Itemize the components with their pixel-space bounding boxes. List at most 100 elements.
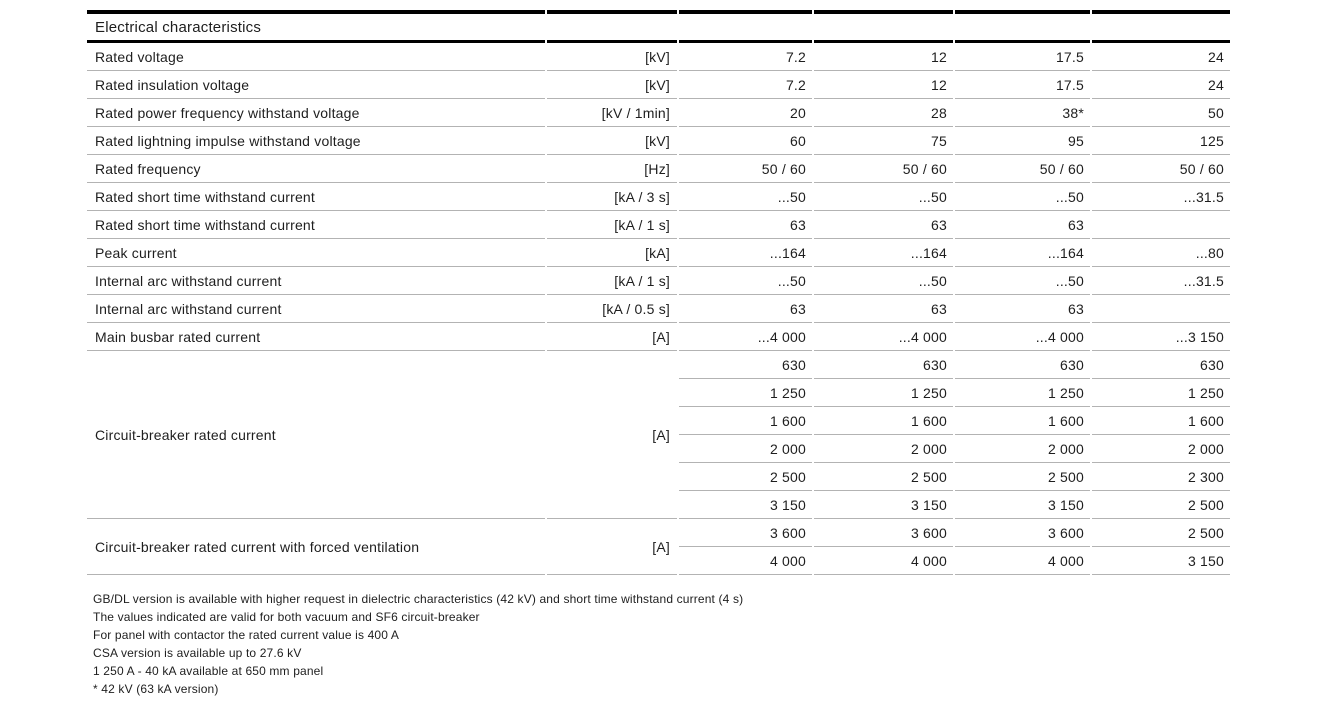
row-label: Internal arc withstand current xyxy=(87,267,545,295)
row-value: 3 150 xyxy=(814,491,953,519)
row-value: 4 000 xyxy=(814,547,953,575)
row-value: 2 500 xyxy=(1092,491,1230,519)
row-value: 63 xyxy=(814,295,953,323)
row-value: 7.2 xyxy=(679,71,812,99)
header-spacer-cell xyxy=(1092,10,1230,43)
header-spacer-cell xyxy=(955,10,1090,43)
row-unit: [kA / 1 s] xyxy=(547,211,677,239)
table-row: 4 000 4 000 4 000 3 150 xyxy=(87,547,1230,575)
table-row: Rated power frequency withstand voltage[… xyxy=(87,99,1230,127)
row-unit: [A] xyxy=(547,351,677,519)
row-value: 50 / 60 xyxy=(814,155,953,183)
row-label: Peak current xyxy=(87,239,545,267)
table-row: Rated short time withstand current [kA / … xyxy=(87,211,1230,239)
table-row: Internal arc withstand current [kA / 0.5 … xyxy=(87,295,1230,323)
row-unit: [kV] xyxy=(547,127,677,155)
row-unit: [kV] xyxy=(547,71,677,99)
footnotes: GB/DL version is available with higher r… xyxy=(93,590,743,698)
row-value: 4 000 xyxy=(679,547,812,575)
row-value: 12 xyxy=(814,43,953,71)
row-value: ...31.5 xyxy=(1092,267,1230,295)
row-value: 63 xyxy=(814,211,953,239)
row-value: ...164 xyxy=(955,239,1090,267)
row-value: 3 150 xyxy=(955,491,1090,519)
row-value xyxy=(1092,211,1230,239)
table-row: Rated frequency [Hz] 50 / 60 50 / 60 50 / 60… xyxy=(87,155,1230,183)
row-value: ...4 000 xyxy=(955,323,1090,351)
row-value: 50 xyxy=(1092,99,1230,127)
row-label: Rated insulation voltage xyxy=(87,71,545,99)
row-value: 17.5 xyxy=(955,43,1090,71)
header-spacer-cell xyxy=(814,10,953,43)
row-value: 20 xyxy=(679,99,812,127)
row-label: Main busbar rated current xyxy=(87,323,545,351)
row-value: 28 xyxy=(814,99,953,127)
header-spacer-cell xyxy=(679,10,812,43)
row-value: 50 / 60 xyxy=(1092,155,1230,183)
table-row: Internal arc withstand current [kA / 1 s]… xyxy=(87,267,1230,295)
row-value: ...50 xyxy=(814,267,953,295)
row-value: ...50 xyxy=(679,267,812,295)
row-value: 2 500 xyxy=(814,463,953,491)
row-value: 630 xyxy=(1092,351,1230,379)
row-value: 17.5 xyxy=(955,71,1090,99)
row-label: Rated short time withstand current xyxy=(87,211,545,239)
footnote-line: CSA version is available up to 27.6 kV xyxy=(93,646,302,660)
row-label: Rated lightning impulse withstand voltag… xyxy=(87,127,545,155)
table-row: Rated insulation voltage [kV] 7.2 12 17.5 24 xyxy=(87,71,1230,99)
footnote-line: * 42 kV (63 kA version) xyxy=(93,682,219,696)
row-value: 95 xyxy=(955,127,1090,155)
row-value: 50 / 60 xyxy=(955,155,1090,183)
row-value: 60 xyxy=(679,127,812,155)
row-value: 1 250 xyxy=(955,379,1090,407)
row-unit: [kV / 1min] xyxy=(547,99,677,127)
row-label: Circuit-breaker rated current with force… xyxy=(87,519,545,575)
row-value: ...4 000 xyxy=(679,323,812,351)
datasheet: Electrical characteristics Rated voltage… xyxy=(85,10,1235,696)
row-value: 1 600 xyxy=(955,407,1090,435)
row-value xyxy=(1092,295,1230,323)
row-value: 3 600 xyxy=(679,519,812,547)
row-value: 2 000 xyxy=(1092,435,1230,463)
row-value: 63 xyxy=(955,295,1090,323)
row-value: 2 000 xyxy=(955,435,1090,463)
table-header-row: Electrical characteristics xyxy=(87,10,1230,43)
row-unit: [kV] xyxy=(547,43,677,71)
row-label: Rated power frequency withstand voltage xyxy=(87,99,545,127)
row-value: ...164 xyxy=(679,239,812,267)
row-label: Rated short time withstand current xyxy=(87,183,545,211)
row-value: 4 000 xyxy=(955,547,1090,575)
header-spacer-cell xyxy=(547,10,677,43)
row-value: 24 xyxy=(1092,71,1230,99)
row-value: 630 xyxy=(679,351,812,379)
row-value: 125 xyxy=(1092,127,1230,155)
row-label: Rated voltage xyxy=(87,43,545,71)
row-value: 24 xyxy=(1092,43,1230,71)
row-value: 1 600 xyxy=(814,407,953,435)
row-value: 3 600 xyxy=(955,519,1090,547)
table-body: Rated voltage [kV] 7.2 12 17.5 24 Rated insula… xyxy=(87,43,1230,575)
row-value: 2 300 xyxy=(1092,463,1230,491)
row-value: 12 xyxy=(814,71,953,99)
row-value: 2 000 xyxy=(814,435,953,463)
table-title: Electrical characteristics xyxy=(87,10,545,43)
row-value: 63 xyxy=(955,211,1090,239)
row-value: 63 xyxy=(679,211,812,239)
table-row: 1 250 1 250 1 250 1 250 xyxy=(87,379,1230,407)
row-value: 630 xyxy=(814,351,953,379)
row-value: 50 / 60 xyxy=(679,155,812,183)
row-value: 1 250 xyxy=(1092,379,1230,407)
row-value: ...50 xyxy=(955,267,1090,295)
row-unit: [A] xyxy=(547,323,677,351)
row-value: ...50 xyxy=(955,183,1090,211)
row-value: 2 500 xyxy=(679,463,812,491)
row-unit: [Hz] xyxy=(547,155,677,183)
electrical-characteristics-table: Electrical characteristics Rated voltage… xyxy=(85,10,1232,575)
row-value: ...164 xyxy=(814,239,953,267)
footnote-line: The values indicated are valid for both … xyxy=(93,610,480,624)
row-label: Internal arc withstand current xyxy=(87,295,545,323)
row-value: 3 150 xyxy=(1092,547,1230,575)
row-value: 2 000 xyxy=(679,435,812,463)
row-value: 75 xyxy=(814,127,953,155)
row-unit: [kA] xyxy=(547,239,677,267)
